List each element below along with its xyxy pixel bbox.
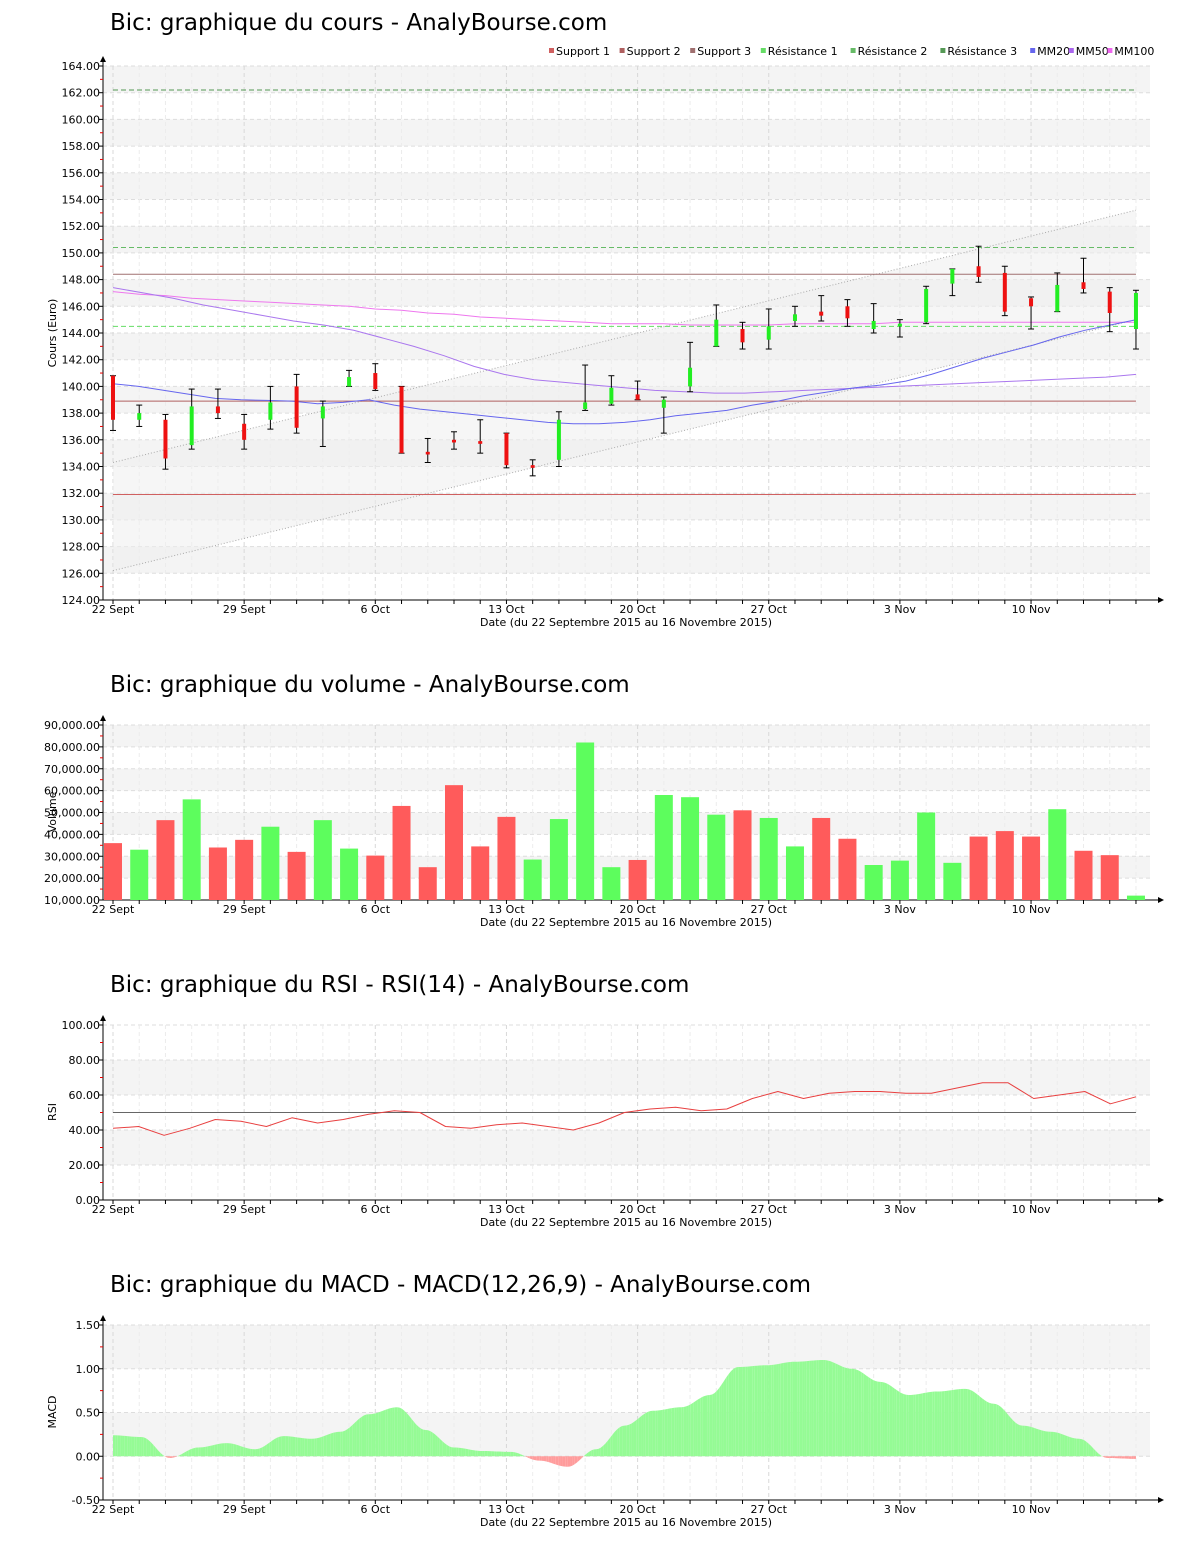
svg-text:1.00: 1.00 [76, 1363, 101, 1376]
svg-text:10 Nov: 10 Nov [1012, 903, 1051, 916]
svg-text:27 Oct: 27 Oct [750, 603, 787, 616]
svg-text:3 Nov: 3 Nov [884, 1503, 916, 1516]
svg-text:Résistance 1: Résistance 1 [768, 45, 838, 58]
svg-text:138.00: 138.00 [62, 407, 101, 420]
svg-text:13 Oct: 13 Oct [488, 603, 525, 616]
svg-text:27 Oct: 27 Oct [750, 903, 787, 916]
volume-chart: 10,000.00 20,000.00 30,000.00 40,000.00 50,0… [44, 715, 1164, 929]
svg-text:Date (du 22 Septembre 2015 au: Date (du 22 Septembre 2015 au 16 Novembr… [480, 1516, 772, 1529]
svg-text:27 Oct: 27 Oct [750, 1503, 787, 1516]
svg-text:Support 1: Support 1 [556, 45, 610, 58]
svg-text:20 Oct: 20 Oct [619, 1203, 656, 1216]
svg-text:132.00: 132.00 [62, 487, 101, 500]
svg-text:20,000.00: 20,000.00 [44, 872, 100, 885]
svg-text:80,000.00: 80,000.00 [44, 741, 100, 754]
svg-text:6 Oct: 6 Oct [361, 1503, 391, 1516]
svg-text:10 Nov: 10 Nov [1012, 1503, 1051, 1516]
svg-text:142.00: 142.00 [62, 354, 101, 367]
svg-text:10 Nov: 10 Nov [1012, 603, 1051, 616]
svg-text:3 Nov: 3 Nov [884, 903, 916, 916]
svg-text:0.00: 0.00 [76, 1194, 101, 1207]
svg-text:100.00: 100.00 [62, 1019, 101, 1032]
svg-text:156.00: 156.00 [62, 167, 101, 180]
svg-text:128.00: 128.00 [62, 541, 101, 554]
svg-text:60,000.00: 60,000.00 [44, 785, 100, 798]
svg-text:40.00: 40.00 [69, 1124, 101, 1137]
svg-text:130.00: 130.00 [62, 514, 101, 527]
svg-text:160.00: 160.00 [62, 113, 101, 126]
svg-text:29 Sept: 29 Sept [223, 603, 266, 616]
svg-text:154.00: 154.00 [62, 194, 101, 207]
svg-text:22 Sept: 22 Sept [92, 1203, 135, 1216]
svg-text:144.00: 144.00 [62, 327, 101, 340]
rsi-chart-title: Bic: graphique du RSI - RSI(14) - AnalyB… [110, 972, 690, 998]
svg-text:29 Sept: 29 Sept [223, 1203, 266, 1216]
svg-text:1.50: 1.50 [76, 1319, 101, 1332]
svg-text:MM20: MM20 [1037, 45, 1070, 58]
macd-chart-title: Bic: graphique du MACD - MACD(12,26,9) -… [110, 1272, 812, 1298]
svg-text:6 Oct: 6 Oct [361, 903, 391, 916]
svg-text:RSI: RSI [46, 1103, 59, 1121]
svg-text:29 Sept: 29 Sept [223, 903, 266, 916]
svg-text:148.00: 148.00 [62, 274, 101, 287]
svg-text:146.00: 146.00 [62, 300, 101, 313]
svg-text:13 Oct: 13 Oct [488, 1503, 525, 1516]
svg-text:30,000.00: 30,000.00 [44, 850, 100, 863]
svg-text:136.00: 136.00 [62, 434, 101, 447]
svg-text:164.00: 164.00 [62, 60, 101, 73]
svg-text:50,000.00: 50,000.00 [44, 807, 100, 820]
svg-text:13 Oct: 13 Oct [488, 903, 525, 916]
rsi-chart: 0.00 20.00 40.00 60.00 80.00 100.00 22 Sept 29 … [46, 1015, 1164, 1229]
svg-text:Date (du 22 Septembre 2015 au: Date (du 22 Septembre 2015 au 16 Novembr… [480, 1216, 772, 1229]
svg-text:158.00: 158.00 [62, 140, 101, 153]
svg-text:70,000.00: 70,000.00 [44, 763, 100, 776]
svg-text:134.00: 134.00 [62, 461, 101, 474]
svg-text:22 Sept: 22 Sept [92, 1503, 135, 1516]
svg-text:10,000.00: 10,000.00 [44, 894, 100, 907]
svg-text:Date (du 22 Septembre 2015 au: Date (du 22 Septembre 2015 au 16 Novembr… [480, 916, 772, 929]
svg-text:22 Sept: 22 Sept [92, 603, 135, 616]
price-chart-title: Bic: graphique du cours - AnalyBourse.co… [110, 10, 608, 36]
svg-text:0.00: 0.00 [76, 1450, 101, 1463]
price-chart: 124.00 126.00 128.00 130.00 132.00 134.00 136.… [46, 45, 1164, 629]
svg-text:Cours (Euro): Cours (Euro) [46, 299, 59, 368]
volume-chart-title: Bic: graphique du volume - AnalyBourse.c… [110, 672, 630, 698]
svg-text:152.00: 152.00 [62, 220, 101, 233]
svg-text:150.00: 150.00 [62, 247, 101, 260]
svg-text:Volume: Volume [46, 791, 59, 832]
svg-text:90,000.00: 90,000.00 [44, 719, 100, 732]
svg-text:Support 3: Support 3 [697, 45, 751, 58]
svg-text:3 Nov: 3 Nov [884, 603, 916, 616]
svg-text:22 Sept: 22 Sept [92, 903, 135, 916]
svg-text:MACD: MACD [46, 1396, 59, 1429]
svg-text:3 Nov: 3 Nov [884, 1203, 916, 1216]
svg-text:60.00: 60.00 [69, 1089, 101, 1102]
svg-text:13 Oct: 13 Oct [488, 1203, 525, 1216]
svg-text:MM100: MM100 [1114, 45, 1154, 58]
svg-text:40,000.00: 40,000.00 [44, 828, 100, 841]
svg-text:20 Oct: 20 Oct [619, 603, 656, 616]
svg-text:124.00: 124.00 [62, 594, 101, 607]
svg-text:162.00: 162.00 [62, 87, 101, 100]
svg-text:-0.50: -0.50 [72, 1494, 100, 1507]
svg-text:20.00: 20.00 [69, 1159, 101, 1172]
svg-text:Résistance 2: Résistance 2 [858, 45, 928, 58]
svg-text:20 Oct: 20 Oct [619, 1503, 656, 1516]
svg-text:Résistance 3: Résistance 3 [947, 45, 1017, 58]
svg-text:126.00: 126.00 [62, 567, 101, 580]
svg-text:MM50: MM50 [1076, 45, 1109, 58]
svg-text:20 Oct: 20 Oct [619, 903, 656, 916]
svg-text:27 Oct: 27 Oct [750, 1203, 787, 1216]
svg-text:6 Oct: 6 Oct [361, 603, 391, 616]
svg-text:Date (du 22 Septembre 2015 au: Date (du 22 Septembre 2015 au 16 Novembr… [480, 616, 772, 629]
svg-text:0.50: 0.50 [76, 1407, 101, 1420]
svg-text:6 Oct: 6 Oct [361, 1203, 391, 1216]
svg-text:80.00: 80.00 [69, 1054, 101, 1067]
svg-text:29 Sept: 29 Sept [223, 1503, 266, 1516]
svg-text:140.00: 140.00 [62, 380, 101, 393]
svg-text:Support 2: Support 2 [627, 45, 681, 58]
svg-text:10 Nov: 10 Nov [1012, 1203, 1051, 1216]
